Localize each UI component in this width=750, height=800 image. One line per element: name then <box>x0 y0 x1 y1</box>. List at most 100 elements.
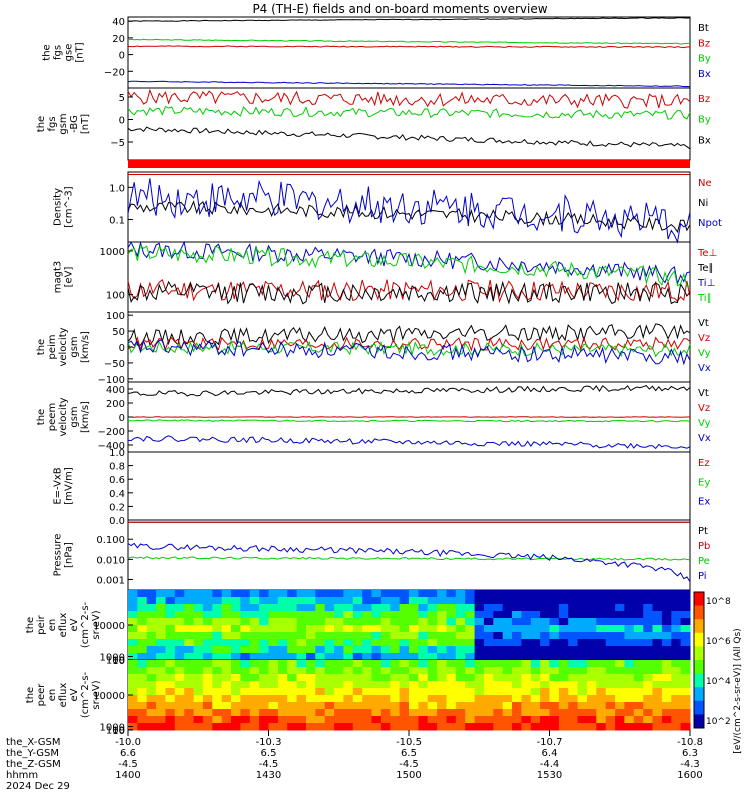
heatmap-cell <box>259 639 269 647</box>
heatmap-cell <box>193 646 204 654</box>
heatmap-cell <box>362 674 373 682</box>
heatmap-cell <box>549 597 560 605</box>
heatmap-cell <box>633 695 644 703</box>
heatmap-cell <box>371 625 382 633</box>
heatmap-cell <box>502 723 513 731</box>
heatmap-cell <box>652 604 663 612</box>
heatmap-cell <box>680 639 691 647</box>
heatmap-cell <box>362 618 373 626</box>
heatmap-cell <box>643 674 654 682</box>
series-line-Npot <box>127 178 691 244</box>
heatmap-cell <box>202 688 213 696</box>
heatmap-cell <box>427 716 438 724</box>
heatmap-cell <box>352 674 363 682</box>
heatmap-cell <box>352 597 363 605</box>
heatmap-cell <box>418 709 429 717</box>
heatmap-cell <box>577 702 588 710</box>
heatmap-cell <box>530 674 541 682</box>
heatmap-cell <box>521 618 532 626</box>
heatmap-cell <box>259 667 269 675</box>
heatmap-cell <box>380 660 391 668</box>
heatmap-cell <box>334 660 344 668</box>
heatmap-cell <box>334 681 344 689</box>
heatmap-cell <box>306 604 316 612</box>
heatmap-cell <box>146 611 157 619</box>
heatmap-cell <box>296 709 307 717</box>
heatmap-cell <box>306 688 316 696</box>
heatmap-cell <box>165 667 176 675</box>
heatmap-cell <box>315 709 326 717</box>
heatmap-cell <box>409 702 419 710</box>
y-axis-label: magt3 <box>53 261 64 294</box>
heatmap-cell <box>240 695 251 703</box>
heatmap-cell <box>399 709 410 717</box>
heatmap-cell <box>605 590 616 598</box>
heatmap-cell <box>661 660 672 668</box>
heatmap-cell <box>352 688 363 696</box>
heatmap-cell <box>643 611 654 619</box>
heatmap-cell <box>493 618 504 626</box>
heatmap-cell <box>390 646 401 654</box>
heatmap-cell <box>193 688 204 696</box>
heatmap-cell <box>249 702 260 710</box>
y-tick-label: 400 <box>106 385 125 396</box>
heatmap-cell <box>549 723 560 731</box>
heatmap-cell <box>605 604 616 612</box>
heatmap-cell <box>671 709 682 717</box>
heatmap-cell <box>521 688 532 696</box>
heatmap-cell <box>306 632 316 640</box>
heatmap-cell <box>577 667 588 675</box>
heatmap-cell <box>371 709 382 717</box>
heatmap-cell <box>680 709 691 717</box>
heatmap-cell <box>605 716 616 724</box>
heatmap-cell <box>512 702 522 710</box>
heatmap-cell <box>418 653 429 661</box>
heatmap-cell <box>530 716 541 724</box>
heatmap-cell <box>521 646 532 654</box>
heatmap-cell <box>577 618 588 626</box>
heatmap-cell <box>268 611 279 619</box>
colorbar-swatch <box>694 700 704 715</box>
heatmap-cell <box>671 597 682 605</box>
heatmap-cell <box>605 660 616 668</box>
heatmap-cell <box>202 590 213 598</box>
heatmap-cell <box>334 604 344 612</box>
heatmap-cell <box>624 597 635 605</box>
heatmap-cell <box>231 667 241 675</box>
heatmap-cell <box>324 702 335 710</box>
y-axis-label: en <box>47 619 58 632</box>
heatmap-cell <box>643 590 654 598</box>
heatmap-cell <box>465 611 476 619</box>
heatmap-cell <box>371 590 382 598</box>
heatmap-cell <box>474 723 485 731</box>
y-tick-label: 10 <box>112 726 125 737</box>
heatmap-cell <box>643 625 654 633</box>
heatmap-cell <box>146 723 157 731</box>
heatmap-cell <box>596 632 607 640</box>
y-tick-label: −200 <box>98 427 125 438</box>
y-axis-label: [nPa] <box>64 542 75 568</box>
heatmap-cell <box>549 646 560 654</box>
heatmap-cell <box>587 702 597 710</box>
y-axis-label: the <box>36 339 47 355</box>
heatmap-cell <box>128 646 138 654</box>
heatmap-cell <box>652 716 663 724</box>
legend-label: Te⊥ <box>697 248 717 259</box>
heatmap-cell <box>680 653 691 661</box>
heatmap-cell <box>418 646 429 654</box>
heatmap-cell <box>174 611 185 619</box>
heatmap-cell <box>146 695 157 703</box>
heatmap-cell <box>530 618 541 626</box>
heatmap-cell <box>418 674 429 682</box>
heatmap-cell <box>249 611 260 619</box>
heatmap-cell <box>249 695 260 703</box>
heatmap-cell <box>324 688 335 696</box>
legend-label: Npot <box>698 218 722 229</box>
heatmap-cell <box>624 695 635 703</box>
heatmap-cell <box>549 667 560 675</box>
heatmap-cell <box>680 702 691 710</box>
heatmap-cell <box>165 590 176 598</box>
heatmap-cell <box>418 723 429 731</box>
heatmap-cell <box>624 618 635 626</box>
